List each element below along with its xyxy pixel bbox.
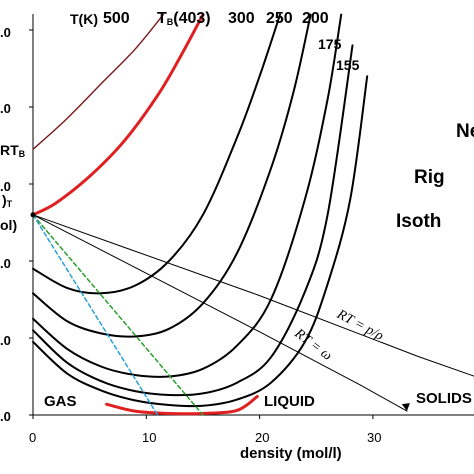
side-text: Ne bbox=[456, 121, 474, 142]
y-tick-label: .0 bbox=[0, 101, 11, 116]
x-tick-label: 30 bbox=[367, 430, 382, 445]
temperature-label-500: 500 bbox=[103, 10, 130, 27]
series-line-500 bbox=[32, 13, 164, 150]
y-axis-label-fragment: )T bbox=[2, 192, 13, 209]
temperature-label-300: 300 bbox=[228, 10, 255, 27]
region-label-solids: SOLIDS bbox=[416, 390, 472, 407]
y-tick-label: .0 bbox=[0, 256, 11, 271]
region-label-gas: GAS bbox=[44, 393, 77, 410]
series-line-green-dashed bbox=[32, 214, 204, 416]
y-tick-label: .0 bbox=[0, 409, 11, 424]
series-group bbox=[30, 13, 474, 416]
series-line-155 bbox=[32, 75, 369, 408]
series-line-300 bbox=[32, 13, 281, 295]
temperature-label-tb: TB(403) bbox=[157, 10, 211, 27]
temperature-label-155: 155 bbox=[336, 57, 360, 73]
y-tick-label: .0 bbox=[0, 25, 11, 40]
region-label-liquid: LIQUID bbox=[264, 393, 315, 410]
x-tick-label: 0 bbox=[29, 430, 37, 445]
series-line-rt bbox=[32, 214, 408, 412]
y-axis-label-rtb: RTB bbox=[0, 142, 26, 159]
side-text: Rig bbox=[414, 167, 445, 188]
x-tick-label: 20 bbox=[255, 430, 270, 445]
temperature-label-175: 175 bbox=[318, 36, 342, 52]
arrowhead bbox=[401, 403, 410, 412]
series-line-rt-p bbox=[32, 214, 474, 377]
y-tick-label: .0 bbox=[0, 333, 11, 348]
series-line-200 bbox=[32, 13, 343, 378]
series-line-blue-dashed bbox=[32, 214, 159, 416]
series-line-coexistence bbox=[105, 395, 259, 416]
series-line-175 bbox=[32, 44, 354, 397]
x-axis-label: density (mol/l) bbox=[240, 445, 342, 462]
series-line-t-b-403 bbox=[31, 13, 205, 217]
temperature-label-unit: T(K) bbox=[70, 11, 98, 27]
temperature-label-200: 200 bbox=[302, 10, 329, 27]
y-axis-label-fragment: ol) bbox=[0, 217, 18, 233]
series-line-250 bbox=[32, 13, 312, 338]
x-tick-label: 10 bbox=[142, 430, 157, 445]
y-tick-label: .0 bbox=[0, 179, 11, 194]
side-text: Isoth bbox=[396, 211, 442, 232]
rtb-point bbox=[30, 212, 36, 218]
temperature-label-250: 250 bbox=[266, 10, 293, 27]
